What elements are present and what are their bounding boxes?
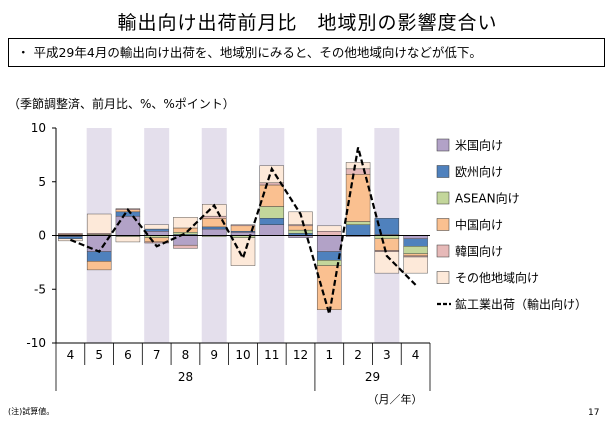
bar-segment xyxy=(144,241,169,244)
footnote: (注)試算値。 xyxy=(8,407,55,416)
legend-swatch xyxy=(436,218,450,231)
bar-segment xyxy=(173,235,198,246)
x-tick-label: 1 xyxy=(325,348,333,362)
legend-swatch xyxy=(436,138,450,152)
legend-swatch xyxy=(436,244,450,258)
x-tick-label: 6 xyxy=(124,348,132,362)
y-tick-label: 10 xyxy=(31,121,46,135)
bar-segment xyxy=(317,230,342,236)
page-title: 輸出向け出荷前月比 地域別の影響度合い xyxy=(117,12,498,34)
bar-segment xyxy=(374,238,400,251)
year-label: 29 xyxy=(365,370,380,384)
legend-label: 鉱工業出荷（輸出向け） xyxy=(455,297,587,312)
bars-layer xyxy=(58,162,428,310)
bar-segment xyxy=(288,211,313,225)
page-number: 17 xyxy=(588,408,600,418)
bar-segment xyxy=(345,162,371,170)
bar-segment xyxy=(230,224,256,227)
bar-segment xyxy=(86,251,112,262)
summary-box: ・ 平成29年4月の輸出向け出荷を、地域別にみると、その他地域向けなどが低下。 xyxy=(8,38,605,67)
bar-segment xyxy=(173,217,198,229)
x-tick-label: 8 xyxy=(182,348,190,362)
bar-segment xyxy=(403,253,428,257)
x-tick-label: 4 xyxy=(67,348,75,362)
bar-segment xyxy=(259,218,284,225)
bar-segment xyxy=(403,238,428,247)
bar-segment xyxy=(345,168,371,175)
x-tick-label: 3 xyxy=(383,348,391,362)
bar-segment xyxy=(345,221,371,225)
legend-swatch xyxy=(436,165,450,178)
bar-segment xyxy=(58,236,83,239)
legend-label: 米国向け xyxy=(455,138,503,153)
bar-segment xyxy=(288,225,313,231)
bar-segment xyxy=(115,236,141,243)
bar-segment xyxy=(144,230,169,236)
bar-segment xyxy=(317,225,342,232)
year-label: 28 xyxy=(178,370,193,384)
x-tick-label: 4 xyxy=(412,348,420,362)
legend-label: その他地域向け xyxy=(455,270,539,285)
line-layer xyxy=(69,147,417,315)
x-tick-label: 5 xyxy=(95,348,103,362)
x-tick-label: 9 xyxy=(210,348,218,362)
bar-segment xyxy=(173,232,198,235)
legend-label: 中国向け xyxy=(455,217,503,232)
legend-label: ASEAN向け xyxy=(455,191,520,206)
legend-label: 韓国向け xyxy=(455,244,503,259)
x-tick-label: 7 xyxy=(153,348,161,362)
x-tick-label: 11 xyxy=(264,348,279,362)
units-label: （季節調整済、前月比、%、%ポイント） xyxy=(8,97,235,111)
bar-segment xyxy=(403,256,428,274)
bar-segment xyxy=(115,211,141,217)
bar-segment xyxy=(317,265,342,310)
bar-segment xyxy=(345,174,371,222)
bar-segment xyxy=(345,224,371,236)
x-tick-label: 10 xyxy=(235,348,250,362)
bar-segment xyxy=(374,251,400,274)
bar-segment xyxy=(202,226,227,230)
y-tick-label: 5 xyxy=(38,175,46,189)
x-tick-label: 12 xyxy=(293,348,308,362)
bar-segment xyxy=(202,228,227,236)
bar-segment xyxy=(144,224,169,230)
bar-segment xyxy=(288,229,313,234)
y-tick-label: -10 xyxy=(26,336,46,350)
bar-segment xyxy=(403,246,428,254)
bar-segment xyxy=(259,206,284,219)
bar-segment xyxy=(173,227,198,233)
y-tick-label: 0 xyxy=(38,229,46,243)
bar-segment xyxy=(317,235,342,252)
legend-swatch xyxy=(436,191,450,205)
line-series xyxy=(69,147,417,315)
bar-segment xyxy=(230,237,256,266)
bar-segment xyxy=(144,228,169,232)
x-axis-unit-label: （月／年） xyxy=(368,392,423,406)
bar-segment xyxy=(173,244,198,249)
bar-segment xyxy=(58,233,83,235)
legend-swatch xyxy=(436,271,450,284)
x-tick-label: 2 xyxy=(354,348,362,362)
bar-segment xyxy=(202,215,227,219)
y-tick-label: -5 xyxy=(34,282,46,296)
bar-segment xyxy=(259,224,284,236)
legend-label: 欧州向け xyxy=(455,164,503,179)
bar-segment xyxy=(86,213,112,234)
bar-segment xyxy=(86,261,112,271)
